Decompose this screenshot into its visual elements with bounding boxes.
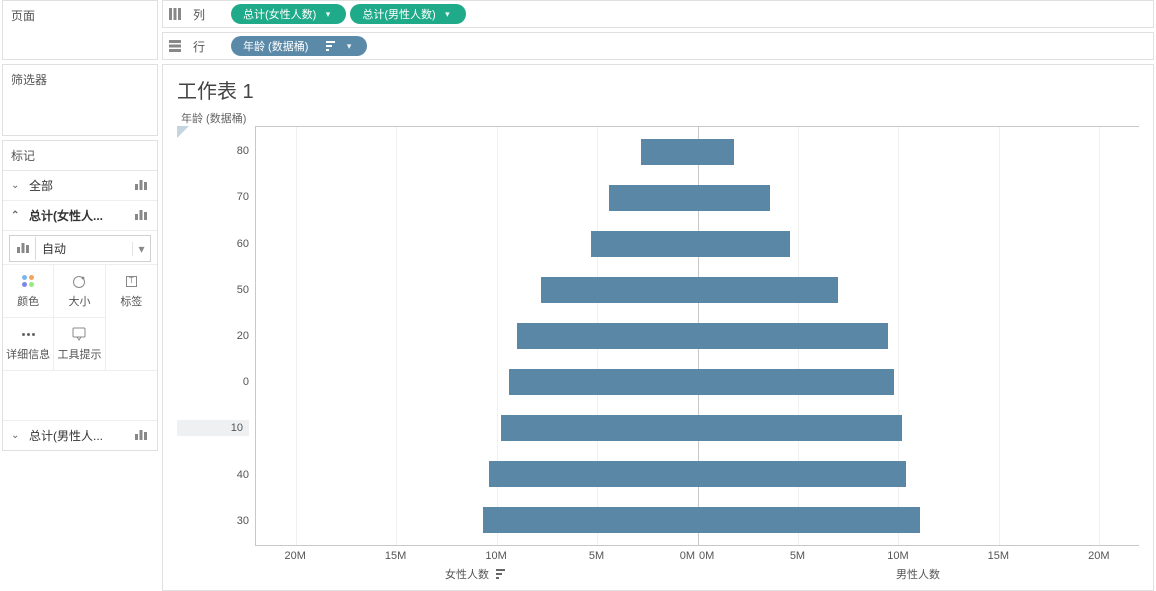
bar-female[interactable] [541,277,698,303]
pill-measure[interactable]: 总计(女性人数)▾ [231,4,346,24]
bar-female[interactable] [591,231,697,257]
chevron-down-icon: ⌄ [11,430,23,441]
bar-female[interactable] [501,415,698,441]
bar-female[interactable] [483,507,698,533]
label-icon [126,273,137,289]
x-tick-label: 0M [680,550,697,562]
x-axis-ticks: 20M 15M 10M 5M 0M0M 5M 10M 15M 20M [255,550,1139,564]
y-tick-label: 40 [177,469,249,481]
columns-shelf[interactable]: 列 总计(女性人数)▾总计(男性人数)▾ [162,0,1154,28]
bar-male[interactable] [698,507,921,533]
marks-drop-area[interactable] [3,370,157,420]
y-tick-label: 60 [177,238,249,250]
chevron-up-icon: ⌃ [11,210,23,221]
columns-shelf-label: 列 [193,6,221,23]
bar-male[interactable] [698,185,770,211]
y-tick-label: 20 [177,330,249,342]
bar-female[interactable] [489,461,698,487]
bar-female[interactable] [641,139,697,165]
y-tick-label: 30 [177,515,249,527]
bar-male[interactable] [698,231,790,257]
marks-card: 标记 ⌄ 全部 ⌃ 总计(女性人... 自动 ▾ [2,140,158,451]
x-tick-label: 20M [284,550,305,562]
rows-shelf[interactable]: 行 年龄 (数据桶)▾ [162,32,1154,60]
marks-row-male[interactable]: ⌄ 总计(男性人... [3,420,157,450]
x-tick-label: 5M [589,550,604,562]
y-axis: 80 70 60 50 20 0 10 40 30 [177,126,255,546]
pill-caret-icon: ▾ [347,41,352,52]
bar-icon [135,178,149,193]
bar-male[interactable] [698,277,838,303]
marks-tooltip[interactable]: 工具提示 [54,317,105,370]
bar-male[interactable] [698,415,903,441]
x-tick-label: 15M [988,550,1009,562]
detail-icon [22,326,35,342]
sort-icon[interactable] [496,569,507,582]
x-axis-left-label: 女性人数 [255,566,697,582]
pill-measure[interactable]: 总计(男性人数)▾ [350,4,465,24]
pill-caret-icon: ▾ [445,9,450,20]
y-axis-label: 年龄 (数据桶) [181,110,1139,126]
marks-row-female[interactable]: ⌃ 总计(女性人... [3,201,157,231]
columns-icon [169,8,183,20]
x-tick-label: 15M [385,550,406,562]
marks-row-male-label: 总计(男性人... [29,427,129,444]
y-tick-label: 0 [177,376,249,388]
tooltip-icon [72,326,86,342]
viz-canvas: 工作表 1 年龄 (数据桶) 80 70 60 50 20 0 10 40 30 20M 15M 1… [162,64,1154,591]
mark-type-dropdown[interactable]: 自动 ▾ [9,235,151,262]
x-tick-label: 10M [485,550,506,562]
pages-label: 页面 [11,7,149,24]
bar-female[interactable] [517,323,698,349]
x-tick-label: 0M [697,550,714,562]
y-tick-label: 10 [177,420,249,436]
marks-color[interactable]: 颜色 [3,264,54,317]
bar-icon [10,237,36,260]
marks-row-all[interactable]: ⌄ 全部 [3,171,157,201]
marks-size[interactable]: 大小 [54,264,105,317]
mark-type-label: 自动 [36,236,132,261]
marks-label: 标记 [3,141,157,171]
marks-row-female-label: 总计(女性人... [29,207,129,224]
bar-female[interactable] [509,369,698,395]
bar-male[interactable] [698,323,889,349]
marks-row-all-label: 全部 [29,177,129,194]
y-tick-label: 70 [177,191,249,203]
y-tick-label: 80 [177,145,249,157]
rows-shelf-label: 行 [193,38,221,55]
bar-male[interactable] [698,369,895,395]
plot-area[interactable] [255,126,1139,546]
marks-detail[interactable]: 详细信息 [3,317,54,370]
bar-icon [135,428,149,443]
marks-label[interactable]: 标签 [106,264,157,317]
rows-icon [169,40,183,52]
x-tick-label: 10M [887,550,908,562]
pages-shelf[interactable]: 页面 [2,0,158,60]
bar-male[interactable] [698,461,907,487]
x-axis-right-label: 男性人数 [697,566,1139,582]
caret-down-icon: ▾ [132,242,150,256]
sheet-title[interactable]: 工作表 1 [177,75,1139,104]
pill-dimension[interactable]: 年龄 (数据桶)▾ [231,36,367,56]
filters-label: 筛选器 [11,71,149,88]
bar-male[interactable] [698,139,734,165]
color-icon [22,273,34,289]
sort-indicator-icon [177,126,189,138]
pill-caret-icon: ▾ [326,9,331,20]
filters-shelf[interactable]: 筛选器 [2,64,158,136]
x-tick-label: 20M [1088,550,1109,562]
x-tick-label: 5M [790,550,805,562]
chevron-down-icon: ⌄ [11,180,23,191]
y-tick-label: 50 [177,284,249,296]
bar-female[interactable] [609,185,697,211]
size-icon [71,273,87,289]
bar-icon [135,208,149,223]
